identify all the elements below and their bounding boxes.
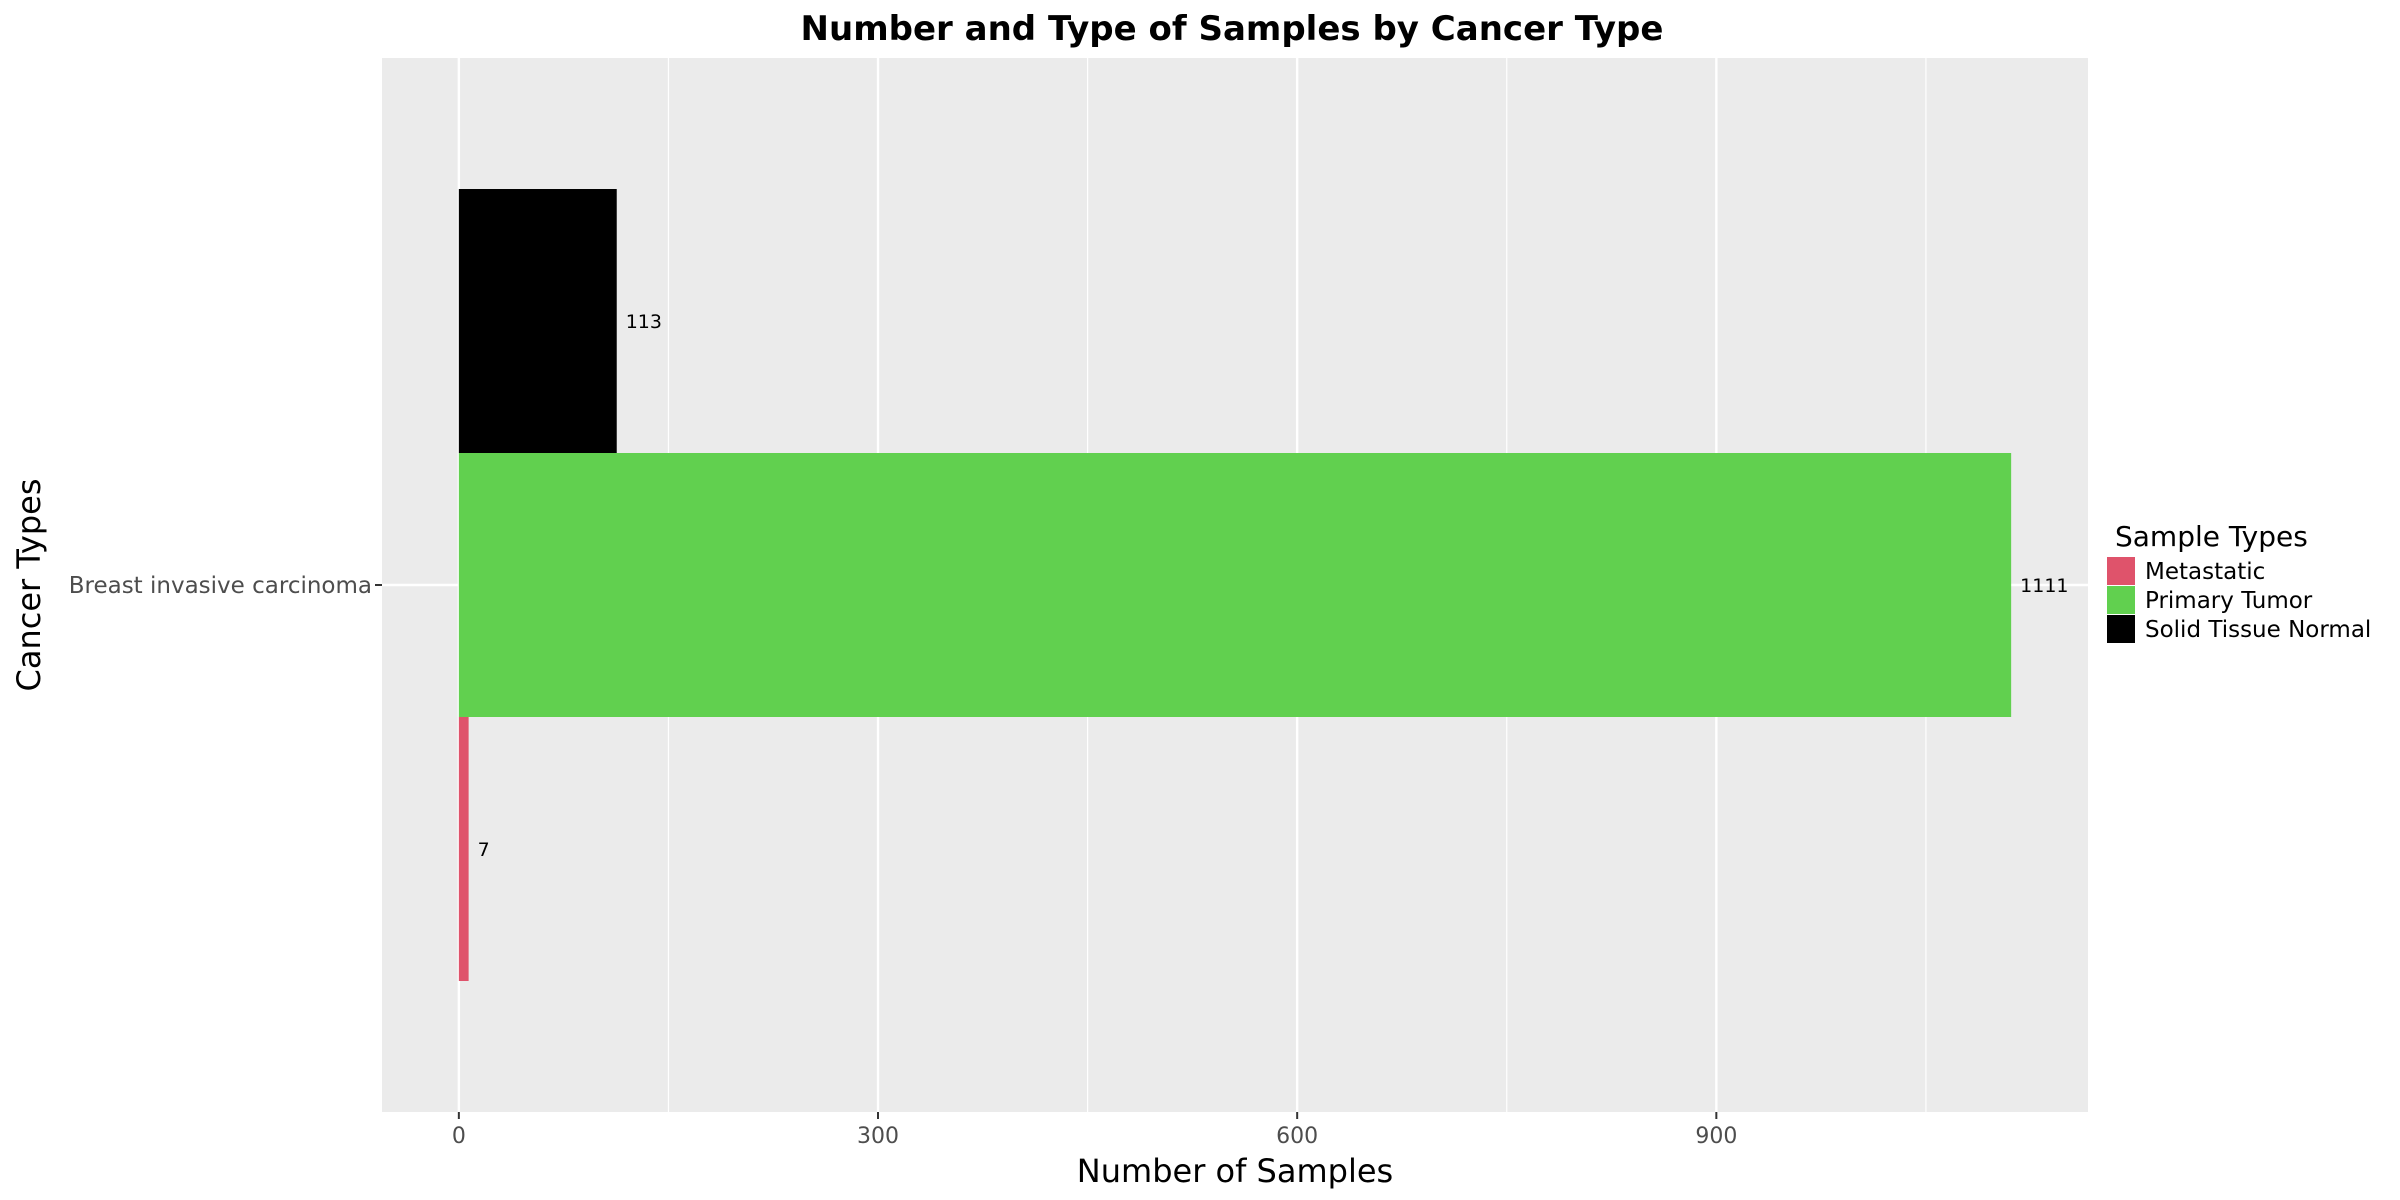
x-tick-label: 900 (1695, 1124, 1737, 1149)
legend-swatch (2107, 615, 2135, 643)
y-axis: Breast invasive carcinoma (69, 573, 382, 599)
x-tick-label: 0 (452, 1124, 466, 1149)
bar-value-label: 7 (478, 839, 490, 861)
legend-label: Primary Tumor (2145, 588, 2313, 614)
x-tick-label: 300 (857, 1124, 899, 1149)
legend: Sample Types Metastatic Primary Tumor Soli… (2107, 520, 2371, 643)
bar-labels: 113 1111 7 (478, 311, 2069, 861)
y-tick-label: Breast invasive carcinoma (69, 573, 372, 599)
legend-title: Sample Types (2115, 520, 2308, 553)
bar (458, 453, 2012, 717)
legend-items: Metastatic Primary Tumor Solid Tissue Norm… (2107, 557, 2371, 643)
bar-value-label: 113 (626, 311, 662, 333)
chart-title: Number and Type of Samples by Cancer Typ… (801, 9, 1664, 49)
bar (458, 717, 469, 981)
legend-swatch (2107, 557, 2135, 585)
x-axis: 0 300 600 900 (452, 1112, 1737, 1149)
legend-label: Metastatic (2145, 559, 2265, 585)
bars (458, 189, 2012, 981)
legend-label: Solid Tissue Normal (2145, 617, 2371, 643)
bar (458, 189, 617, 453)
bar-value-label: 1111 (2020, 575, 2068, 597)
x-axis-title: Number of Samples (1077, 1152, 1393, 1190)
x-tick-label: 600 (1276, 1124, 1318, 1149)
y-axis-title: Cancer Types (10, 478, 48, 691)
legend-swatch (2107, 586, 2135, 614)
